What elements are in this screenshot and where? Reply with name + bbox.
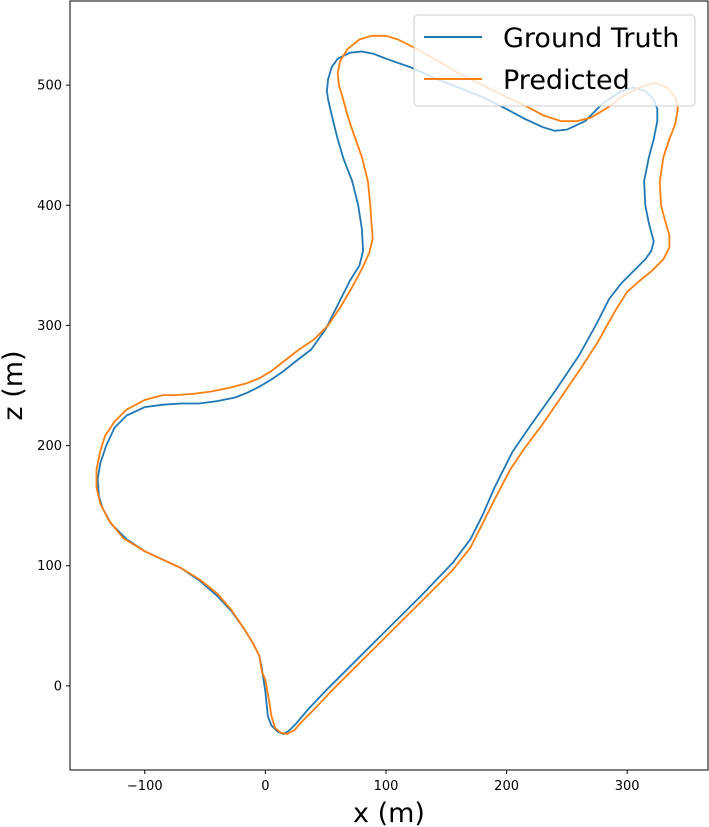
plot-area-border — [69, 0, 709, 771]
x-tick-label: −100 — [127, 779, 163, 794]
x-tick-label: 300 — [615, 779, 640, 794]
y-tick-label: 200 — [37, 439, 62, 454]
legend-box — [413, 14, 696, 107]
legend: Ground Truth Predicted — [413, 14, 696, 107]
x-tick-label: 200 — [494, 779, 519, 794]
x-tick-label: 100 — [374, 779, 399, 794]
series-line-ground-truth — [96, 50, 659, 735]
y-tick-label: 500 — [37, 79, 62, 94]
y-tick-label: 300 — [37, 319, 62, 334]
legend-label-predicted: Predicted — [503, 65, 630, 96]
y-axis-label: z (m) — [0, 350, 29, 420]
x-axis-label: x (m) — [353, 798, 425, 827]
y-tick-label: 100 — [37, 559, 62, 574]
y-tick-label: 400 — [37, 199, 62, 214]
ticks-layer: −100 0 100 200 300 0 100 200 300 400 500 — [37, 79, 639, 794]
plot-frame — [69, 0, 709, 771]
y-tick-label: 0 — [54, 679, 62, 694]
legend-label-ground-truth: Ground Truth — [503, 23, 679, 54]
x-tick-label: 0 — [261, 779, 269, 794]
